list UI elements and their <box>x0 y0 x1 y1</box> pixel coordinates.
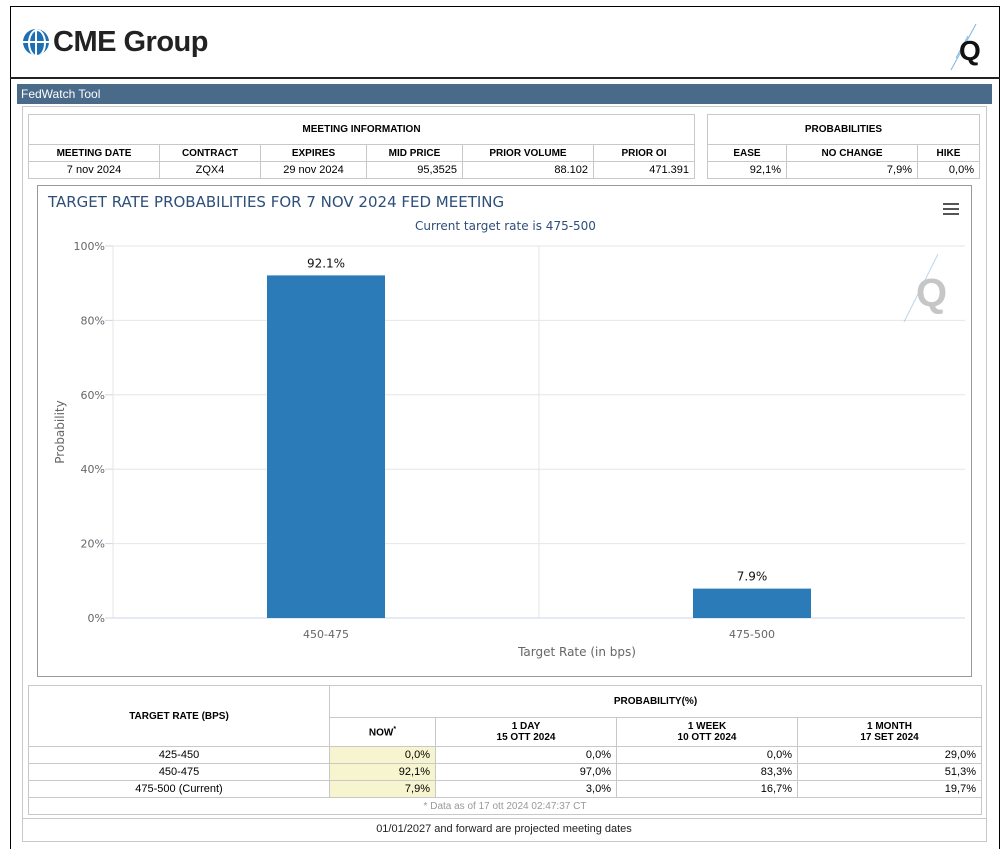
now-cell: 7,9% <box>329 780 436 798</box>
y-tick-label: 60% <box>81 389 105 402</box>
week-cell: 83,3% <box>616 763 798 781</box>
meeting-info-title: MEETING INFORMATION <box>28 114 695 145</box>
rate-cell: 425-450 <box>28 746 330 764</box>
divider <box>22 818 987 819</box>
now-cell: 92,1% <box>329 763 436 781</box>
tool-title: FedWatch Tool <box>21 87 101 101</box>
col-probability: PROBABILITY(%) <box>329 685 982 718</box>
col-no-change: NO CHANGE <box>786 144 918 162</box>
y-axis-title: Probability <box>53 400 67 463</box>
svg-text:Q: Q <box>959 35 981 66</box>
bar-data-label: 92.1% <box>307 256 345 270</box>
day-cell: 3,0% <box>435 780 617 798</box>
bar-475-500 <box>693 588 811 618</box>
projected-dates-note: 01/01/2027 and forward are projected mee… <box>376 823 632 835</box>
x-axis-title: Target Rate (in bps) <box>517 645 636 659</box>
contract-value: ZQX4 <box>159 161 261 179</box>
table-row: 450-475 92,1% 97,0% 83,3% 51,3% <box>28 763 982 781</box>
tool-title-bar: FedWatch Tool <box>17 84 992 104</box>
col-prior-volume: PRIOR VOLUME <box>462 144 594 162</box>
table-row: 475-500 (Current) 7,9% 3,0% 16,7% 19,7% <box>28 780 982 798</box>
probabilities-title: PROBABILITIES <box>707 114 980 145</box>
col-1-month: 1 MONTH 17 SET 2024 <box>797 716 982 748</box>
cme-group-logo[interactable]: CME Group <box>19 16 226 68</box>
rate-cell: 450-475 <box>28 763 330 781</box>
y-tick-label: 20% <box>81 538 105 551</box>
col-now-label: NOW <box>368 726 394 738</box>
no-change-value: 7,9% <box>786 161 918 179</box>
x-tick-label: 475-500 <box>729 628 775 641</box>
col-1-week: 1 WEEK 10 OTT 2024 <box>616 716 798 748</box>
col-1-day-label: 1 DAY <box>511 720 541 732</box>
target-rate-chart: TARGET RATE PROBABILITIES FOR 7 NOV 2024… <box>37 185 972 677</box>
chart-plot: 0% 20% 40% 60% 80% 100% 92.1% 450-475 7.9% 475-50… <box>53 240 965 659</box>
q-watermark-icon: Q <box>903 253 947 323</box>
bar-450-475 <box>267 275 385 618</box>
bar-data-label: 7.9% <box>737 570 768 584</box>
now-marker: * <box>393 725 397 733</box>
month-cell: 29,0% <box>797 746 982 764</box>
prior-oi-value: 471.391 <box>593 161 695 179</box>
col-1-week-date: 10 OTT 2024 <box>677 731 737 743</box>
col-1-day-date: 15 OTT 2024 <box>496 731 556 743</box>
col-mid-price: MID PRICE <box>366 144 463 162</box>
week-cell: 16,7% <box>616 780 798 798</box>
col-contract: CONTRACT <box>159 144 261 162</box>
data-timestamp-note: * Data as of 17 ott 2024 02:47:37 CT <box>28 797 982 815</box>
day-cell: 0,0% <box>435 746 617 764</box>
ease-value: 92,1% <box>707 161 787 179</box>
y-tick-label: 100% <box>74 240 105 253</box>
table-row: 92,1% 7,9% 0,0% <box>707 161 980 179</box>
x-tick-label: 450-475 <box>303 628 349 641</box>
y-tick-label: 0% <box>88 612 105 625</box>
hike-value: 0,0% <box>917 161 980 179</box>
col-1-month-date: 17 SET 2024 <box>860 731 919 743</box>
col-hike: HIKE <box>917 144 980 162</box>
col-1-day: 1 DAY 15 OTT 2024 <box>435 716 617 748</box>
prior-volume-value: 88.102 <box>462 161 594 179</box>
col-ease: EASE <box>707 144 787 162</box>
quikstrike-q-icon: Q <box>950 23 981 71</box>
mid-price-value: 95,3525 <box>366 161 463 179</box>
chart-subtitle: Current target rate is 475-500 <box>415 219 596 233</box>
expires-value: 29 nov 2024 <box>260 161 367 179</box>
probability-history-table: TARGET RATE (BPS) PROBABILITY(%) NOW* 1 … <box>28 685 982 815</box>
meeting-information-table: MEETING INFORMATION MEETING DATE CONTRAC… <box>28 114 695 179</box>
now-cell: 0,0% <box>329 746 436 764</box>
table-row: 7 nov 2024 ZQX4 29 nov 2024 95,3525 88.1… <box>28 161 695 179</box>
globe-icon <box>23 29 49 55</box>
col-target-rate: TARGET RATE (BPS) <box>28 685 330 747</box>
col-now: NOW* <box>329 716 436 748</box>
meeting-date-value: 7 nov 2024 <box>28 161 160 179</box>
month-cell: 51,3% <box>797 763 982 781</box>
col-prior-oi: PRIOR OI <box>593 144 695 162</box>
brand-name: CME Group <box>53 25 209 58</box>
col-1-month-label: 1 MONTH <box>867 720 912 732</box>
chart-title: TARGET RATE PROBABILITIES FOR 7 NOV 2024… <box>48 193 505 211</box>
col-1-week-label: 1 WEEK <box>687 720 727 732</box>
y-tick-label: 40% <box>81 463 105 476</box>
y-tick-label: 80% <box>81 314 105 327</box>
header-rule <box>10 77 1000 79</box>
rate-cell: 475-500 (Current) <box>28 780 330 798</box>
svg-text:Q: Q <box>916 271 947 315</box>
hamburger-menu-icon[interactable] <box>943 203 959 215</box>
day-cell: 97,0% <box>435 763 617 781</box>
app-frame <box>10 6 1000 849</box>
probabilities-table: PROBABILITIES EASE NO CHANGE HIKE 92,1% … <box>707 114 980 179</box>
week-cell: 0,0% <box>616 746 798 764</box>
month-cell: 19,7% <box>797 780 982 798</box>
col-expires: EXPIRES <box>260 144 367 162</box>
col-meeting-date: MEETING DATE <box>28 144 160 162</box>
table-row: 425-450 0,0% 0,0% 0,0% 29,0% <box>28 746 982 764</box>
